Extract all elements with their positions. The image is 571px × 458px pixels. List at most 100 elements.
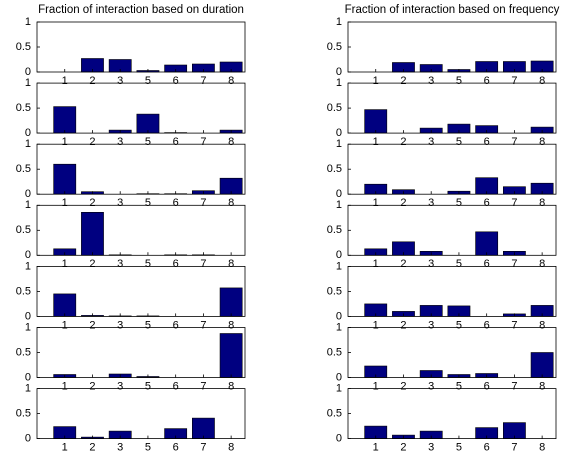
x-tick-label: 2 <box>400 442 406 454</box>
y-tick-label: 1 <box>25 383 31 395</box>
x-tick-label: 5 <box>145 197 151 209</box>
axes-box <box>36 21 246 73</box>
x-tick-label: 7 <box>511 380 517 392</box>
y-tick-label: 1 <box>336 260 342 272</box>
y-tick-label: 0 <box>336 310 342 322</box>
x-tick-label: 3 <box>428 380 434 392</box>
x-tick-label: 8 <box>539 197 545 209</box>
x-tick-label: 7 <box>200 442 206 454</box>
bar <box>219 333 243 378</box>
x-tick-label: 1 <box>62 75 68 87</box>
y-tick-label: 0.5 <box>327 102 342 114</box>
x-tick-label: 7 <box>200 380 206 392</box>
axes-box <box>36 388 246 440</box>
x-tick-label: 6 <box>173 197 179 209</box>
y-tick-label: 0.5 <box>327 408 342 420</box>
x-tick-label: 7 <box>511 319 517 331</box>
axes-box <box>36 143 246 195</box>
x-tick-label: 1 <box>373 442 379 454</box>
x-tick-label: 1 <box>62 380 68 392</box>
x-tick-label: 8 <box>228 75 234 87</box>
y-tick-label: 0.5 <box>16 102 31 114</box>
x-tick-label: 6 <box>484 75 490 87</box>
x-tick-label: 3 <box>428 258 434 270</box>
y-tick-label: 0.5 <box>327 41 342 53</box>
x-tick-label: 7 <box>511 197 517 209</box>
x-tick-label: 1 <box>62 442 68 454</box>
x-tick-label: 8 <box>539 136 545 148</box>
y-tick-label: 1 <box>25 321 31 333</box>
y-tick-label: 0 <box>336 433 342 445</box>
x-tick-label: 5 <box>456 197 462 209</box>
x-tick-label: 7 <box>511 258 517 270</box>
x-tick-label: 3 <box>428 136 434 148</box>
x-tick-label: 2 <box>89 442 95 454</box>
y-tick-label: 0 <box>25 127 31 139</box>
x-tick-label: 1 <box>373 75 379 87</box>
x-tick-label: 8 <box>228 442 234 454</box>
y-tick-label: 0 <box>25 371 31 383</box>
y-tick-label: 0.5 <box>327 285 342 297</box>
y-tick-label: 1 <box>336 321 342 333</box>
x-tick-label: 5 <box>456 319 462 331</box>
x-tick-label: 3 <box>428 75 434 87</box>
x-tick-label: 6 <box>484 319 490 331</box>
x-tick-label: 3 <box>117 197 123 209</box>
x-tick-label: 1 <box>373 258 379 270</box>
x-tick-label: 7 <box>200 75 206 87</box>
x-tick-label: 7 <box>511 442 517 454</box>
axes-box <box>347 143 557 195</box>
x-tick-label: 7 <box>200 319 206 331</box>
axes-box <box>347 388 557 440</box>
x-tick-label: 8 <box>228 197 234 209</box>
y-tick-label: 0.5 <box>16 224 31 236</box>
x-tick-label: 8 <box>539 75 545 87</box>
x-tick-label: 6 <box>484 258 490 270</box>
x-tick-label: 1 <box>373 136 379 148</box>
x-tick-label: 5 <box>456 75 462 87</box>
bar <box>364 109 388 134</box>
x-tick-label: 5 <box>145 75 151 87</box>
y-tick-label: 0.5 <box>16 408 31 420</box>
x-tick-label: 5 <box>145 136 151 148</box>
x-tick-label: 2 <box>400 258 406 270</box>
y-tick-label: 1 <box>336 77 342 89</box>
axes-box <box>347 21 557 73</box>
x-tick-label: 2 <box>89 197 95 209</box>
x-tick-label: 5 <box>456 136 462 148</box>
bar <box>81 212 104 256</box>
y-tick-label: 1 <box>336 199 342 211</box>
x-tick-label: 1 <box>62 136 68 148</box>
y-tick-label: 0.5 <box>327 163 342 175</box>
axes-box <box>347 265 557 317</box>
axes-box <box>36 327 246 378</box>
x-tick-label: 7 <box>200 197 206 209</box>
x-tick-label: 1 <box>62 319 68 331</box>
x-tick-label: 2 <box>89 319 95 331</box>
x-tick-label: 2 <box>89 258 95 270</box>
x-tick-label: 8 <box>228 319 234 331</box>
x-tick-label: 6 <box>173 258 179 270</box>
y-tick-label: 1 <box>25 199 31 211</box>
x-tick-label: 5 <box>456 258 462 270</box>
x-tick-label: 7 <box>511 136 517 148</box>
x-tick-label: 7 <box>511 75 517 87</box>
x-tick-label: 5 <box>145 380 151 392</box>
y-tick-label: 1 <box>336 16 342 28</box>
x-tick-label: 3 <box>117 319 123 331</box>
x-tick-label: 3 <box>428 197 434 209</box>
y-tick-label: 0 <box>25 310 31 322</box>
x-tick-label: 6 <box>173 319 179 331</box>
x-tick-label: 8 <box>539 380 545 392</box>
x-tick-label: 6 <box>173 442 179 454</box>
x-tick-label: 2 <box>400 75 406 87</box>
x-tick-label: 6 <box>173 380 179 392</box>
y-tick-label: 1 <box>336 383 342 395</box>
x-tick-label: 3 <box>117 380 123 392</box>
x-tick-label: 6 <box>173 75 179 87</box>
axes-box <box>347 327 557 378</box>
x-tick-label: 6 <box>173 136 179 148</box>
x-tick-label: 2 <box>400 380 406 392</box>
x-tick-label: 1 <box>373 197 379 209</box>
